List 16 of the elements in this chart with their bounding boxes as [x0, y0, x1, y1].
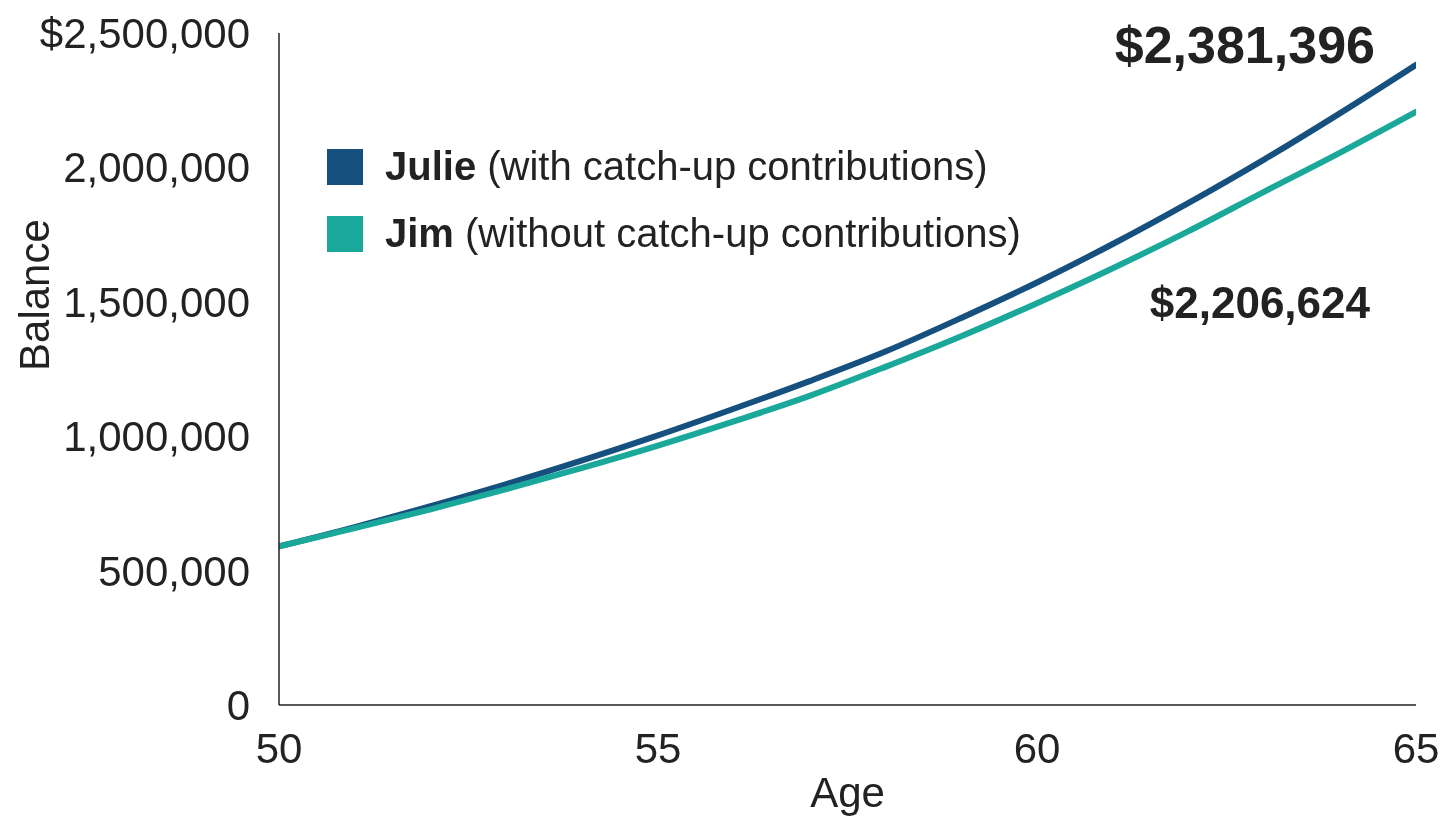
data-label: $2,381,396 — [1114, 15, 1375, 74]
y-tick-label: 1,500,000 — [63, 278, 250, 326]
y-tick-label: 2,000,000 — [63, 144, 250, 192]
annotation: $2,206,624 — [1149, 278, 1371, 327]
y-axis-title: Balance — [10, 219, 58, 371]
x-tick-label: 50 — [255, 724, 303, 772]
y-tick-label: $2,500,000 — [39, 9, 250, 57]
x-tick-label: 60 — [1013, 724, 1061, 772]
legend-label: Julie (with catch-up contributions) — [385, 144, 988, 188]
x-tick-label: 55 — [634, 724, 682, 772]
y-tick-label: 500,000 — [98, 547, 250, 595]
y-tick-label: 0 — [226, 681, 250, 729]
legend-label: Jim (without catch-up contributions) — [385, 211, 1021, 255]
x-axis-title: Age — [810, 769, 885, 816]
x-tick-label: 65 — [1392, 724, 1440, 772]
y-tick-label: 1,000,000 — [63, 413, 250, 461]
